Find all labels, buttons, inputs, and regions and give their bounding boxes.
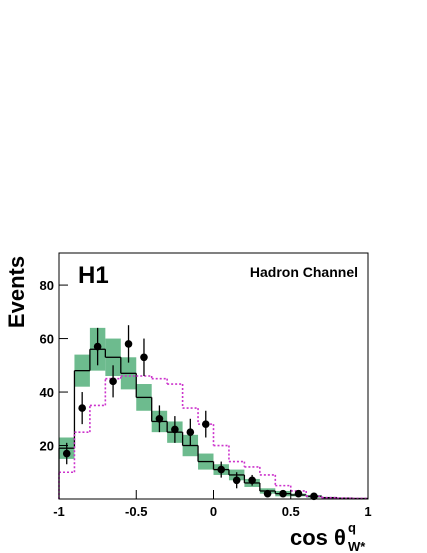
y-tick-label: 40 [40,385,54,400]
annotation: Hadron Channel [250,264,358,280]
y-tick-label: 20 [40,439,54,454]
data-point [155,414,164,423]
x-label-sub: W* [348,539,366,553]
data-point [310,492,318,501]
x-tick-label: 1 [364,504,371,519]
data-point [93,342,102,351]
x-tick-label: 0.5 [282,504,300,519]
y-tick-label: 80 [40,278,54,293]
x-tick-label: -0.5 [125,504,147,519]
data-point [294,489,303,498]
x-tick-label: 0 [210,504,217,519]
data-point [232,476,241,485]
data-point [62,449,71,458]
y-axis-label: Events [4,256,29,328]
data-point [78,404,86,412]
x-tick-label: -1 [53,504,65,519]
x-axis-label: cos θ q W* [290,520,366,553]
chart-title: H1 [78,262,109,289]
data-point [217,465,226,474]
data-point [248,476,256,485]
data-point [279,489,287,498]
data-point [109,377,117,386]
x-label-sup: q [348,520,356,535]
x-label-main: cos θ [290,525,346,550]
data-point [171,425,179,434]
data-point [201,420,210,428]
data-point [140,353,148,362]
y-tick-label: 60 [40,332,54,347]
data-point [263,489,272,498]
data-point [124,340,133,348]
data-point [186,428,195,436]
